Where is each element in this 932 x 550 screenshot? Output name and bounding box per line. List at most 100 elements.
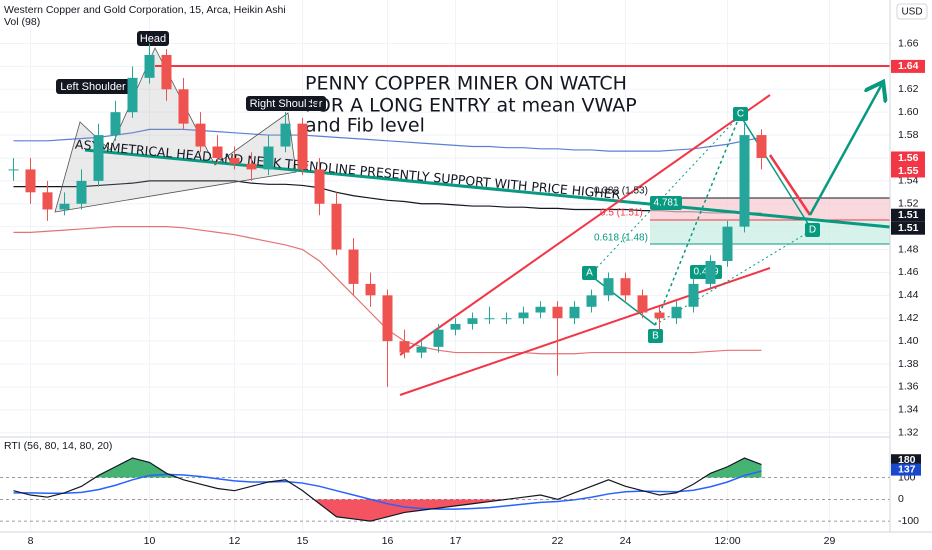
candle-body (93, 135, 104, 181)
y-tick-label: 1.52 (898, 198, 919, 210)
x-tick-label: 17 (450, 535, 462, 547)
price-label-box (891, 151, 925, 165)
label-box (137, 31, 169, 46)
point-box (805, 223, 820, 237)
rti-fill-down (13, 499, 762, 522)
price-label: 1.51 (898, 222, 919, 234)
point-label: B (652, 331, 659, 342)
candle-body (705, 261, 716, 284)
rti-marker-label: 180 (898, 454, 916, 466)
rti-signal (13, 470, 762, 510)
candle-body (280, 123, 291, 147)
band-line (13, 128, 762, 152)
price-label: 1.64 (898, 60, 919, 72)
head-label: Head (140, 33, 166, 45)
fib-label: 0.382 (1.53) (594, 186, 648, 197)
candle-body (42, 192, 53, 210)
x-tick-label: 12 (229, 535, 241, 547)
projection-up (808, 84, 882, 216)
rti-tick-label: 0 (898, 493, 904, 505)
candle-body (433, 329, 444, 347)
candle-body (654, 312, 665, 319)
candle-body (688, 283, 699, 307)
label-box (56, 79, 130, 94)
price-label: 1.51 (898, 209, 919, 221)
y-tick-label: 1.48 (898, 243, 919, 255)
price-label-box (891, 164, 925, 178)
candle-body (399, 341, 410, 353)
y-tick-label: 1.58 (898, 129, 919, 141)
band-line (13, 180, 762, 214)
fib-label: 0.618 (1.48) (594, 233, 648, 244)
ratio-box (650, 196, 682, 210)
candle-body (110, 112, 121, 136)
x-tick-label: 12:00 (714, 535, 740, 547)
right-shoulder-label: Right Shoulder (250, 98, 323, 110)
x-tick-label: 8 (28, 535, 34, 547)
wedge-upper (399, 94, 771, 356)
candle-body (246, 163, 257, 170)
candle-body (314, 169, 325, 204)
point-label: C (737, 109, 744, 120)
candle-body (569, 306, 580, 319)
rti-marker-box (891, 454, 921, 467)
y-tick-label: 1.40 (898, 335, 919, 347)
candle-body (552, 306, 563, 319)
currency-box (896, 3, 928, 20)
candle-body (501, 318, 512, 320)
fib-label: 0.5 (1.51) (600, 208, 643, 219)
price-label-box (891, 221, 925, 235)
candle-body (25, 169, 36, 193)
candle-body (586, 295, 597, 307)
candle-body (382, 295, 393, 342)
volume-label: Vol (98) (4, 16, 40, 28)
y-tick-label: 1.54 (898, 175, 919, 187)
point-label: D (809, 225, 816, 236)
candle-body (722, 226, 733, 261)
candle-body (212, 146, 223, 158)
candle-body (637, 295, 648, 313)
y-tick-label: 1.34 (898, 404, 919, 416)
y-tick-label: 1.46 (898, 266, 919, 278)
y-tick-label: 1.32 (898, 426, 919, 438)
candles (8, 43, 767, 387)
candle-body (263, 146, 274, 170)
abcd-leg (739, 114, 813, 231)
abcd-diagonal (589, 114, 741, 276)
price-label-box (891, 208, 925, 222)
point-box (648, 329, 663, 343)
chart-title: Western Copper and Gold Corporation, 15,… (4, 4, 286, 16)
x-tick-label: 16 (382, 535, 394, 547)
abcd-leg (589, 274, 656, 326)
x-tick-label: 15 (297, 535, 309, 547)
price-label-box (891, 59, 925, 73)
price-label: 1.55 (898, 165, 919, 177)
y-tick-label: 1.66 (898, 37, 919, 49)
rti-title: RTI (56, 80, 14, 80, 20) (4, 440, 112, 452)
x-tick-label: 10 (144, 535, 156, 547)
candle-body (161, 54, 172, 90)
candle-body (178, 89, 189, 124)
point-label: A (586, 268, 593, 279)
point-box (733, 107, 748, 121)
candle-body (127, 77, 138, 113)
y-tick-label: 1.60 (898, 106, 919, 118)
x-tick-label: 29 (824, 535, 836, 547)
candle-body (348, 249, 359, 284)
candle-body (518, 312, 529, 319)
currency: USD (901, 7, 922, 18)
price-label: 1.56 (898, 152, 919, 164)
rti-marker-box (891, 463, 921, 476)
wedge-lower (399, 267, 771, 396)
y-tick-label: 1.36 (898, 381, 919, 393)
y-tick-label: 1.38 (898, 358, 919, 370)
candle-body (484, 318, 495, 320)
y-tick-label: 1.44 (898, 289, 919, 301)
candle-body (416, 346, 427, 353)
rti-tick-label: -100 (898, 515, 919, 527)
rti-marker-label: 137 (898, 463, 916, 475)
axes: 1.321.341.361.381.401.421.441.461.481.50… (28, 37, 925, 547)
candle-body (535, 306, 546, 313)
